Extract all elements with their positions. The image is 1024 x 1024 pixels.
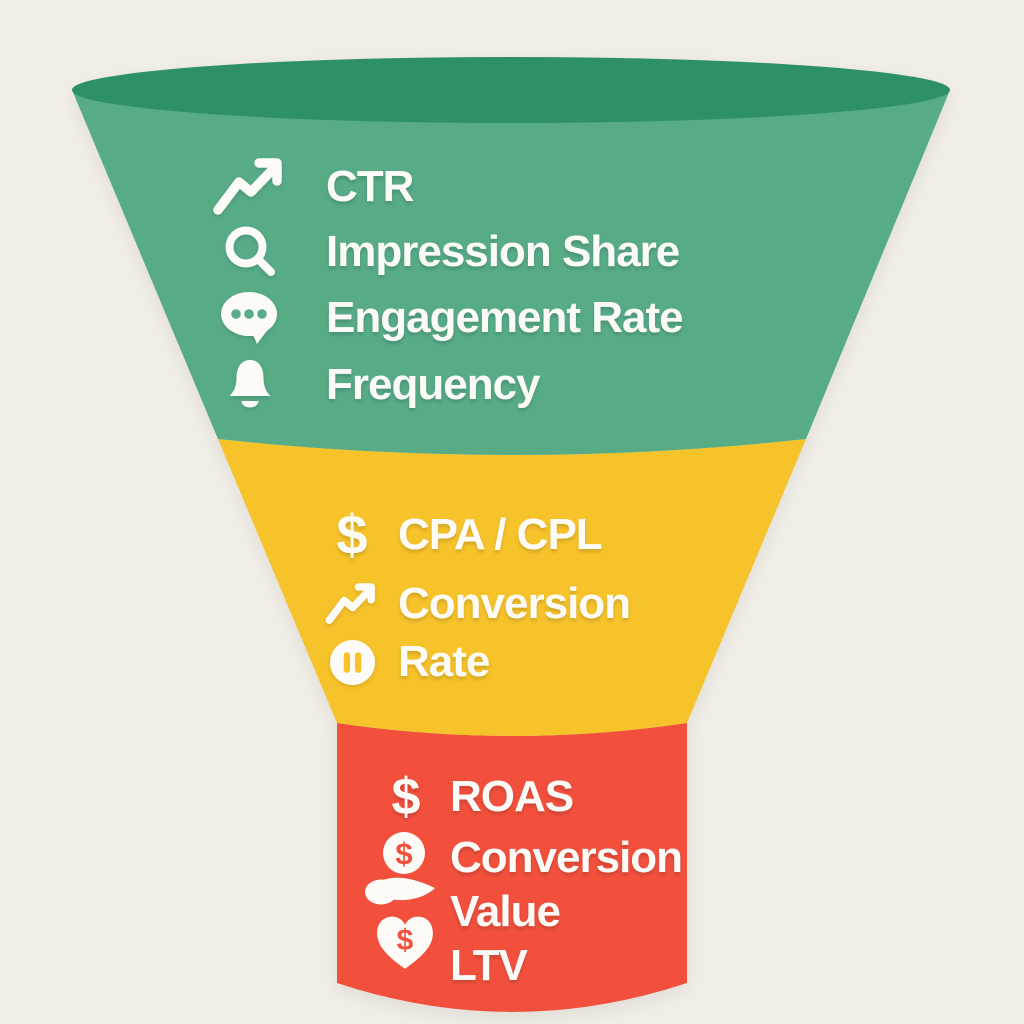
funnel-rim bbox=[72, 57, 950, 123]
metric-label: Conversion bbox=[450, 833, 683, 882]
trending-up-icon bbox=[202, 156, 298, 218]
metric-label: Frequency bbox=[326, 360, 541, 409]
search-icon bbox=[202, 223, 298, 281]
metric-label: LTV bbox=[450, 941, 528, 990]
metric-row-conversion: Conversion bbox=[316, 576, 631, 632]
coin-dollar-glyph: $ bbox=[395, 836, 412, 871]
metric-label: Impression Share bbox=[326, 227, 680, 276]
metric-row-engagement-rate: Engagement Rate bbox=[202, 289, 684, 347]
metric-label: CTR bbox=[326, 162, 414, 211]
metric-label: CPA / CPL bbox=[398, 510, 603, 559]
heart-dollar-glyph: $ bbox=[397, 924, 414, 957]
metric-row-roas: ROAS bbox=[450, 771, 574, 823]
metric-row-impression-share: Impression Share bbox=[202, 223, 680, 281]
chat-bubble-icon bbox=[202, 289, 298, 347]
metric-row-frequency: Frequency bbox=[202, 357, 541, 413]
heart-dollar-icon: $ bbox=[374, 913, 436, 973]
metric-row-conversion-value-1: Conversion bbox=[450, 832, 683, 884]
metric-label: Conversion bbox=[398, 579, 631, 628]
dollar-icon: $ bbox=[336, 503, 368, 566]
pause-circle-icon bbox=[316, 639, 388, 686]
metric-label: Engagement Rate bbox=[326, 293, 684, 342]
metric-label: ROAS bbox=[450, 772, 574, 821]
metric-row-ctr: CTR bbox=[202, 156, 414, 218]
bell-icon bbox=[202, 358, 298, 412]
metric-row-rate: Rate bbox=[316, 634, 490, 690]
metric-label: Rate bbox=[398, 637, 490, 686]
dollar-icon: $ bbox=[391, 768, 421, 826]
metric-label: Value bbox=[450, 887, 561, 936]
coin-hand-icon: $ bbox=[362, 831, 440, 911]
metric-row-conversion-value-2: Value bbox=[450, 886, 561, 938]
trending-up-icon bbox=[316, 582, 388, 626]
funnel-stage-top-shape bbox=[72, 90, 950, 455]
metric-row-cpa-cpl: $ CPA / CPL bbox=[316, 507, 602, 563]
metric-row-ltv: LTV bbox=[450, 940, 528, 992]
